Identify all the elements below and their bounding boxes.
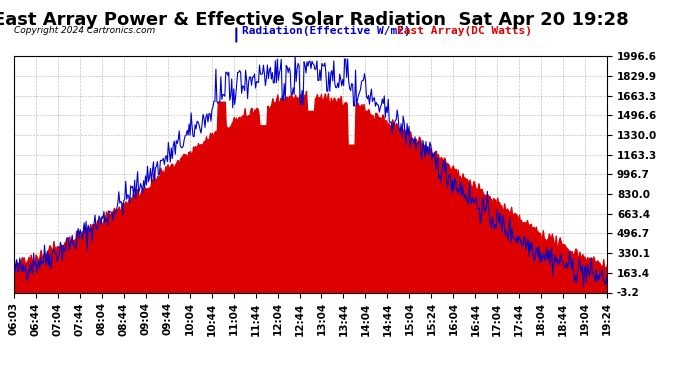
Text: Copyright 2024 Cartronics.com: Copyright 2024 Cartronics.com <box>14 26 155 34</box>
Text: Radiation(Effective W/m2): Radiation(Effective W/m2) <box>242 26 411 36</box>
Text: East Array Power & Effective Solar Radiation  Sat Apr 20 19:28: East Array Power & Effective Solar Radia… <box>0 11 629 29</box>
Text: East Array(DC Watts): East Array(DC Watts) <box>397 26 531 36</box>
